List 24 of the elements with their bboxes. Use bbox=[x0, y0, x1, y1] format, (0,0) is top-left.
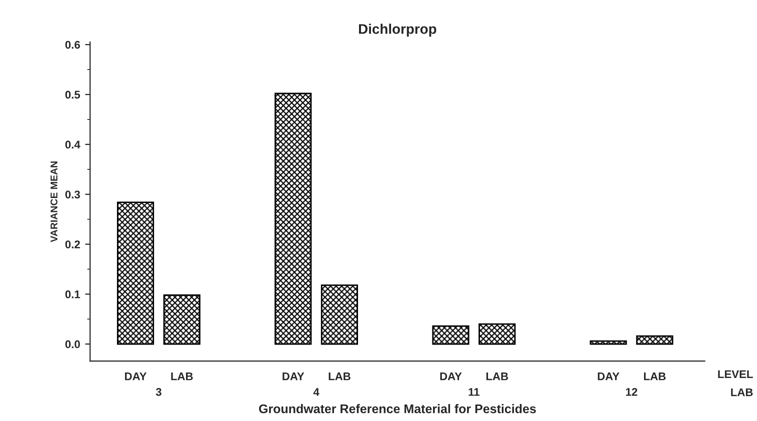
text: LAB bbox=[731, 388, 753, 396]
x-tick-label: LAB bbox=[171, 372, 193, 380]
text: LEVEL bbox=[718, 370, 753, 378]
text: 4 bbox=[313, 388, 320, 396]
x-tick-label: DAY bbox=[598, 372, 620, 380]
x-tick-label: DAY bbox=[440, 372, 462, 380]
text: 3 bbox=[156, 388, 162, 396]
y-tick-label: 0.6 bbox=[65, 40, 80, 49]
y-tick-label: 0.3 bbox=[65, 190, 80, 198]
x-tick-label: LAB bbox=[486, 372, 508, 380]
x-tick-label: DAY bbox=[282, 372, 304, 380]
y-axis-title: VARIANCE MEAN bbox=[50, 162, 58, 242]
y-tick-label: 0.1 bbox=[65, 290, 80, 298]
y-tick-label: 0.2 bbox=[65, 240, 80, 248]
y-tick-label: 0.4 bbox=[65, 140, 80, 149]
chart-title: Dichlorprop bbox=[359, 24, 436, 37]
x-tick-label: DAY bbox=[125, 372, 147, 380]
x-tick-label: LAB bbox=[644, 372, 666, 380]
text: 12 bbox=[626, 388, 638, 396]
x-tick-label: LAB bbox=[328, 372, 350, 380]
y-tick-label: 0.5 bbox=[65, 90, 80, 99]
y-tick-label: 0.0 bbox=[65, 340, 80, 348]
text: 11 bbox=[468, 388, 480, 396]
x-axis-title: Groundwater Reference Material for Pesticides bbox=[259, 404, 536, 414]
